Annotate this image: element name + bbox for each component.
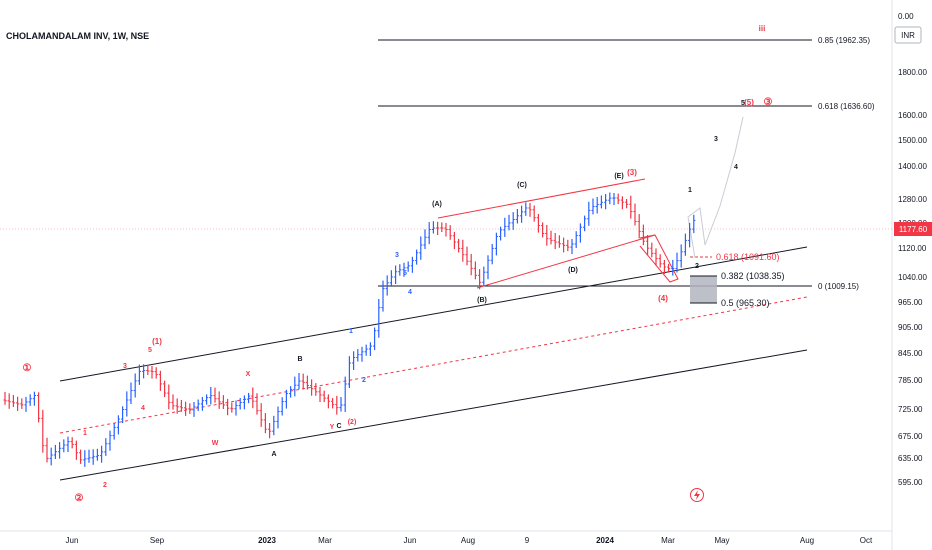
lightning-icon (690, 488, 704, 502)
fib-label-0382: 0.382 (1038.35) (721, 271, 785, 281)
wave-label: W (212, 440, 219, 447)
currency-label: INR (901, 31, 915, 40)
price-tick-label: 1040.00 (898, 273, 927, 282)
price-tick-label: 675.00 (898, 432, 923, 441)
wave-label: 4 (408, 289, 412, 296)
wave-label: 2 (695, 263, 699, 270)
wedge-outline (639, 234, 679, 283)
price-tick-label: 595.00 (898, 478, 923, 487)
wave-label: iii (759, 24, 766, 33)
time-tick-label: Jun (66, 536, 79, 545)
currency-box (894, 26, 922, 44)
wave-label: 5 (741, 100, 745, 107)
time-tick-label: Mar (661, 536, 675, 545)
wave-label: (3) (627, 168, 637, 177)
wave-label: 3 (395, 252, 399, 259)
channel-lower-line (59, 349, 808, 481)
price-tick-label: 635.00 (898, 454, 923, 463)
time-tick-label: May (714, 536, 729, 545)
wave-label: ③ (764, 97, 773, 108)
wave-label: 2 (103, 482, 107, 489)
triangle-lower-line (476, 234, 656, 289)
wave-label: (A) (432, 201, 442, 208)
wave-label: 1 (688, 187, 692, 194)
wave-label: (2) (348, 419, 357, 426)
wave-label: A (271, 451, 276, 458)
wave-label: 5 (148, 347, 152, 354)
wave-label: X (246, 371, 251, 378)
fib-label-05: 0.5 (965.30) (721, 298, 770, 308)
time-tick-label: Oct (860, 536, 873, 545)
last-price-badge (894, 222, 932, 236)
channel-upper-line (59, 246, 808, 382)
price-tick-label: 725.00 (898, 405, 923, 414)
wave-label: 3 (123, 363, 127, 370)
fib-label-small-0618: 0.618 (1091.60) (716, 252, 780, 262)
time-tick-label: Sep (150, 536, 165, 545)
symbol-title: CHOLAMANDALAM INV, 1W, NSE (6, 31, 150, 41)
price-tick-label: 1500.00 (898, 136, 927, 145)
time-tick-label: Aug (461, 536, 475, 545)
candle-group (3, 192, 696, 467)
wave-label: ② (75, 493, 84, 504)
price-tick-label: 1280.00 (898, 195, 927, 204)
time-tick-label: 2024 (596, 536, 614, 545)
time-tick-label: Aug (800, 536, 814, 545)
wave-label: Y (330, 424, 335, 431)
wave-label: 1 (83, 430, 87, 437)
fib-target-zone (690, 276, 717, 303)
wave-label: (E) (614, 173, 623, 180)
time-tick-label: 9 (525, 536, 530, 545)
time-tick-label: Jun (404, 536, 417, 545)
wave-label: (C) (517, 182, 527, 189)
wave-label: (D) (568, 267, 578, 274)
price-tick-label: 845.00 (898, 349, 923, 358)
wave-label: 4 (141, 405, 145, 412)
channel-mid-line (59, 296, 808, 434)
price-tick-label: 965.00 (898, 298, 923, 307)
price-tick-label: 905.00 (898, 323, 923, 332)
wave-label: (4) (658, 294, 668, 303)
price-tick-label: 0.00 (898, 12, 914, 21)
wave-label: B (297, 356, 302, 363)
wave-label: (1) (152, 337, 162, 346)
price-tick-label: 1120.00 (898, 244, 927, 253)
fib-label-0618: 0.618 (1636.60) (818, 102, 875, 111)
wave-label: 4 (734, 164, 738, 171)
wave-label: (B) (477, 297, 487, 304)
projection-path (687, 116, 744, 259)
wave-label: 5 (403, 270, 407, 277)
wave-label: 1 (349, 328, 353, 335)
price-tick-label: 1400.00 (898, 162, 927, 171)
price-tick-label: 1800.00 (898, 68, 927, 77)
wave-label: C (336, 423, 341, 430)
wave-label: 3 (714, 136, 718, 143)
price-tick-label: 1600.00 (898, 111, 927, 120)
fib-label-085: 0.85 (1962.35) (818, 36, 870, 45)
time-tick-label: Mar (318, 536, 332, 545)
time-tick-label: 2023 (258, 536, 276, 545)
wave-label: 2 (362, 377, 366, 384)
wave-label: ① (23, 363, 32, 374)
last-price-label: 1177.60 (899, 225, 928, 234)
triangle-upper-line (437, 178, 646, 219)
fib-label-0: 0 (1009.15) (818, 282, 859, 291)
price-tick-label: 785.00 (898, 376, 923, 385)
wave-label: (5) (744, 98, 754, 107)
lightning-bolt-icon (694, 490, 700, 500)
